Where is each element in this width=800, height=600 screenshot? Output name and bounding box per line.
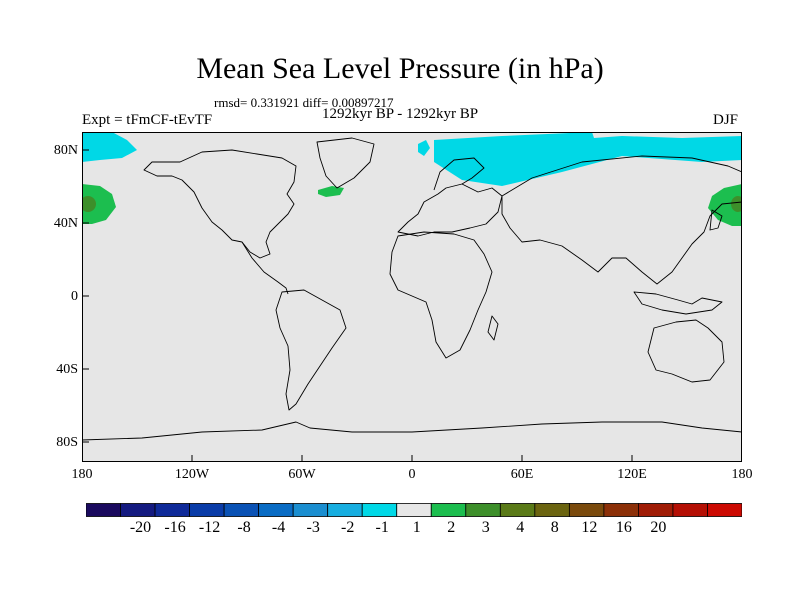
- colorbar-swatch: [292, 503, 329, 517]
- coast-africa: [389, 231, 493, 359]
- coast-madagascar: [487, 315, 499, 341]
- colorbar-swatch: [189, 503, 225, 517]
- lat-label-40s: 40S: [56, 362, 78, 377]
- colorbar-label: -20: [129, 519, 152, 536]
- anomaly-arctic-canada: [82, 132, 137, 162]
- coast-australia: [647, 319, 725, 383]
- map-title: Mean Sea Level Pressure (in hPa): [196, 52, 604, 85]
- colorbar-label: 4: [516, 519, 525, 536]
- coast-antarctica: [82, 421, 742, 441]
- colorbar-label: -3: [306, 519, 320, 536]
- coast-south-america: [275, 289, 347, 411]
- lon-label-180e: 180: [731, 467, 753, 482]
- anomaly-svalbard: [418, 140, 430, 156]
- colorbar-swatch: [465, 503, 501, 517]
- anomaly-greenland-patch: [318, 186, 344, 197]
- colorbar-label: -4: [271, 519, 286, 536]
- coast-scandinavia: [433, 157, 485, 191]
- pressure-anomaly-shading: [82, 132, 742, 226]
- coast-europe: [397, 183, 503, 237]
- colorbar-label: 12: [581, 519, 598, 536]
- lon-label-60e: 60E: [510, 467, 534, 482]
- colorbar-label: -2: [341, 519, 355, 536]
- colorbar-swatch: [223, 503, 260, 517]
- colorbar-label: -1: [375, 519, 389, 536]
- colorbar-swatch: [430, 503, 467, 517]
- colorbar-swatch: [638, 503, 674, 517]
- colorbar-swatch: [154, 503, 190, 517]
- lon-label-120e: 120E: [617, 467, 647, 482]
- coast-japan: [709, 209, 723, 231]
- lon-label-60w: 60W: [288, 467, 316, 482]
- colorbar-swatch: [327, 503, 363, 517]
- colorbar-label: -8: [237, 519, 251, 536]
- lat-label-0: 0: [71, 289, 78, 304]
- colorbar-swatch: [86, 503, 121, 517]
- world-map: [82, 132, 742, 462]
- colorbar-label: -12: [198, 519, 221, 536]
- colorbar-swatch: [534, 503, 570, 517]
- colorbar-swatch: [499, 503, 536, 517]
- lat-label-80n: 80N: [53, 143, 78, 158]
- coast-greenland: [316, 137, 375, 189]
- colorbar-swatch: [568, 503, 605, 517]
- lon-label-0: 0: [408, 467, 416, 482]
- colorbar-label: 8: [550, 519, 559, 536]
- colorbar-swatch: [396, 503, 432, 517]
- lon-label-120w: 120W: [174, 467, 210, 482]
- colorbar-label: 2: [447, 519, 456, 536]
- anomaly-north-pacific-east: [82, 184, 116, 224]
- colorbar-swatch: [672, 503, 708, 517]
- coast-central-america: [241, 241, 289, 295]
- stats-subtitle: rmsd= 0.331921 diff= 0.00897217: [214, 95, 394, 110]
- coastlines: [82, 137, 742, 441]
- colorbar-label: 20: [650, 519, 667, 536]
- anomaly-north-pacific-west-core: [731, 196, 742, 212]
- colorbar-swatch: [603, 503, 639, 517]
- lon-label-180w: 180: [71, 467, 93, 482]
- axis-ticks: [82, 149, 742, 462]
- colorbar-swatch: [120, 503, 156, 517]
- coast-indonesia: [633, 291, 723, 315]
- colorbar: [86, 503, 742, 517]
- anomaly-north-pacific-west: [708, 184, 742, 226]
- period-subtitle: 1292kyr BP - 1292kyr BP: [322, 106, 479, 122]
- colorbar-label: 3: [481, 519, 490, 536]
- colorbar-swatch: [258, 503, 294, 517]
- season-label: DJF: [713, 112, 739, 128]
- coast-north-america: [143, 149, 297, 259]
- lat-label-80s: 80S: [56, 435, 78, 450]
- colorbar-swatch: [361, 503, 398, 517]
- map-background: [82, 132, 742, 462]
- colorbar-label: 16: [615, 519, 632, 536]
- colorbar-label: 1: [412, 519, 421, 536]
- anomaly-north-pacific-east-core: [82, 196, 96, 212]
- colorbar-swatch: [707, 503, 742, 517]
- colorbar-label: -16: [164, 519, 186, 536]
- experiment-label: Expt = tFmCF-tEvTF: [82, 112, 213, 128]
- anomaly-eurasia: [434, 132, 742, 186]
- coast-asia: [501, 155, 742, 285]
- lat-label-40n: 40N: [53, 216, 78, 231]
